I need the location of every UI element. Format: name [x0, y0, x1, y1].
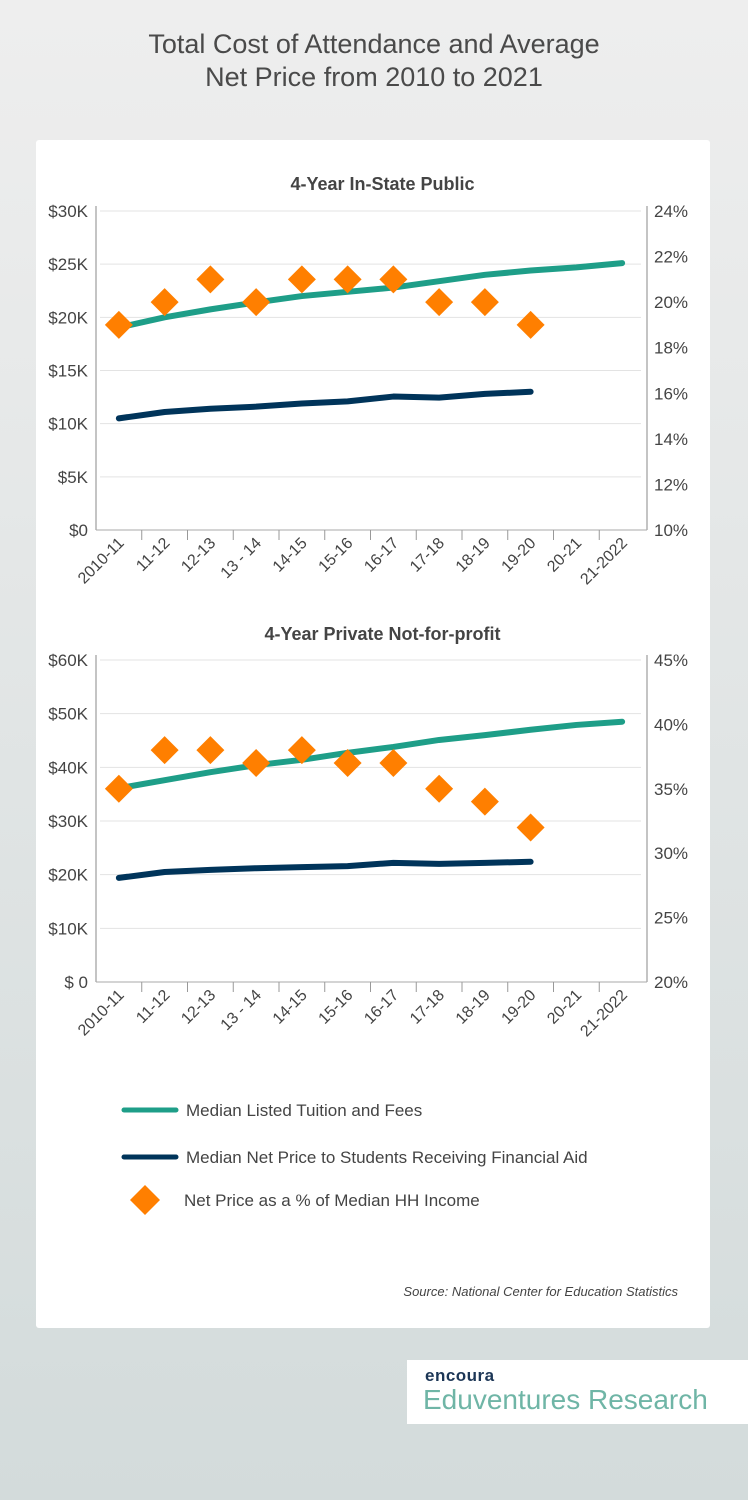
y-tick-label: $0 [69, 521, 88, 540]
x-tick-label: 18-19 [453, 535, 494, 576]
x-tick-label: 11-12 [133, 535, 173, 575]
pct-diamond-point [425, 774, 454, 803]
y2-tick-label: 10% [654, 521, 688, 540]
y-tick-label: $20K [48, 308, 88, 327]
pct-diamond-point [242, 288, 271, 317]
y-tick-label: $ 0 [64, 973, 88, 992]
source-note: Source: National Center for Education St… [403, 1284, 678, 1299]
y-tick-label: $30K [48, 812, 88, 831]
y2-tick-label: 35% [654, 780, 688, 799]
y-tick-label: $25K [48, 255, 88, 274]
x-tick-label: 15-16 [315, 987, 356, 1028]
pct-diamond-point [425, 288, 454, 317]
pct-diamond-point [470, 787, 499, 816]
chart-card [36, 140, 710, 1328]
y-tick-label: $5K [58, 468, 89, 487]
pct-diamond-point [470, 288, 499, 317]
x-tick-label: 20-21 [544, 987, 585, 1028]
x-tick-label: 18-19 [453, 987, 494, 1028]
title-line-2: Net Price from 2010 to 2021 [205, 62, 543, 92]
pct-diamond-point [333, 749, 362, 778]
pct-diamond-point [333, 265, 362, 294]
net-price-line [115, 858, 534, 881]
x-tick-label: 12-13 [178, 535, 219, 576]
logo-brand: encoura [425, 1366, 495, 1385]
logo-product: Eduventures Research [423, 1384, 708, 1415]
x-tick-label: 14-15 [270, 535, 311, 576]
y2-tick-label: 22% [654, 248, 688, 267]
x-tick-label: 11-12 [133, 987, 173, 1027]
x-tick-label: 16-17 [361, 987, 402, 1028]
x-tick-label: 21-2022 [577, 987, 631, 1041]
legend-label: Net Price as a % of Median HH Income [184, 1191, 480, 1210]
pct-diamond-point [379, 265, 408, 294]
x-tick-label: 17-18 [407, 987, 448, 1028]
y-tick-label: $30K [48, 202, 88, 221]
pct-diamond-point [287, 265, 316, 294]
pct-diamond-point [516, 813, 545, 842]
x-tick-label: 20-21 [544, 535, 585, 576]
pct-diamond-point [242, 749, 271, 778]
x-tick-label: 2010-11 [75, 987, 128, 1040]
x-tick-label: 14-15 [270, 987, 311, 1028]
legend-diamond-swatch [130, 1185, 160, 1215]
x-tick-label: 17-18 [407, 535, 448, 576]
legend-label: Median Listed Tuition and Fees [186, 1101, 422, 1120]
page-title: Total Cost of Attendance and Average Net… [0, 28, 748, 94]
y-tick-label: $20K [48, 866, 88, 885]
y2-tick-label: 20% [654, 973, 688, 992]
pct-diamond-point [150, 288, 179, 317]
x-tick-label: 13 - 14 [218, 987, 265, 1034]
x-tick-label: 21-2022 [577, 535, 631, 589]
x-tick-label: 16-17 [361, 535, 402, 576]
y2-tick-label: 12% [654, 475, 688, 494]
chart-title: 4-Year Private Not-for-profit [264, 624, 500, 644]
pct-diamond-point [196, 265, 225, 294]
logo: encoura Eduventures Research [407, 1360, 748, 1424]
x-tick-label: 2010-11 [75, 535, 128, 588]
y2-tick-label: 20% [654, 293, 688, 312]
x-tick-label: 15-16 [315, 535, 356, 576]
y-tick-label: $50K [48, 705, 88, 724]
y-tick-label: $60K [48, 651, 88, 670]
y2-tick-label: 45% [654, 651, 688, 670]
chart-title: 4-Year In-State Public [290, 174, 474, 194]
pct-diamond-point [104, 310, 133, 339]
y-tick-label: $10K [48, 415, 88, 434]
net-price-line [115, 388, 534, 422]
y2-tick-label: 14% [654, 430, 688, 449]
pct-diamond-point [516, 310, 545, 339]
y-tick-label: $40K [48, 758, 88, 777]
legend-label: Median Net Price to Students Receiving F… [186, 1148, 588, 1167]
pct-diamond-point [379, 749, 408, 778]
y2-tick-label: 30% [654, 844, 688, 863]
pct-diamond-point [150, 736, 179, 765]
pct-diamond-point [104, 774, 133, 803]
y-tick-label: $15K [48, 362, 88, 381]
title-line-1: Total Cost of Attendance and Average [148, 29, 600, 59]
y2-tick-label: 25% [654, 909, 688, 928]
y2-tick-label: 16% [654, 384, 688, 403]
x-tick-label: 19-20 [498, 535, 539, 576]
tuition-line [115, 260, 626, 331]
x-tick-label: 19-20 [498, 987, 539, 1028]
y-tick-label: $10K [48, 919, 88, 938]
tuition-line [115, 718, 626, 792]
y2-tick-label: 40% [654, 715, 688, 734]
x-tick-label: 13 - 14 [218, 535, 265, 582]
y2-tick-label: 24% [654, 202, 688, 221]
y2-tick-label: 18% [654, 339, 688, 358]
pct-diamond-point [287, 736, 316, 765]
pct-diamond-point [196, 736, 225, 765]
x-tick-label: 12-13 [178, 987, 219, 1028]
